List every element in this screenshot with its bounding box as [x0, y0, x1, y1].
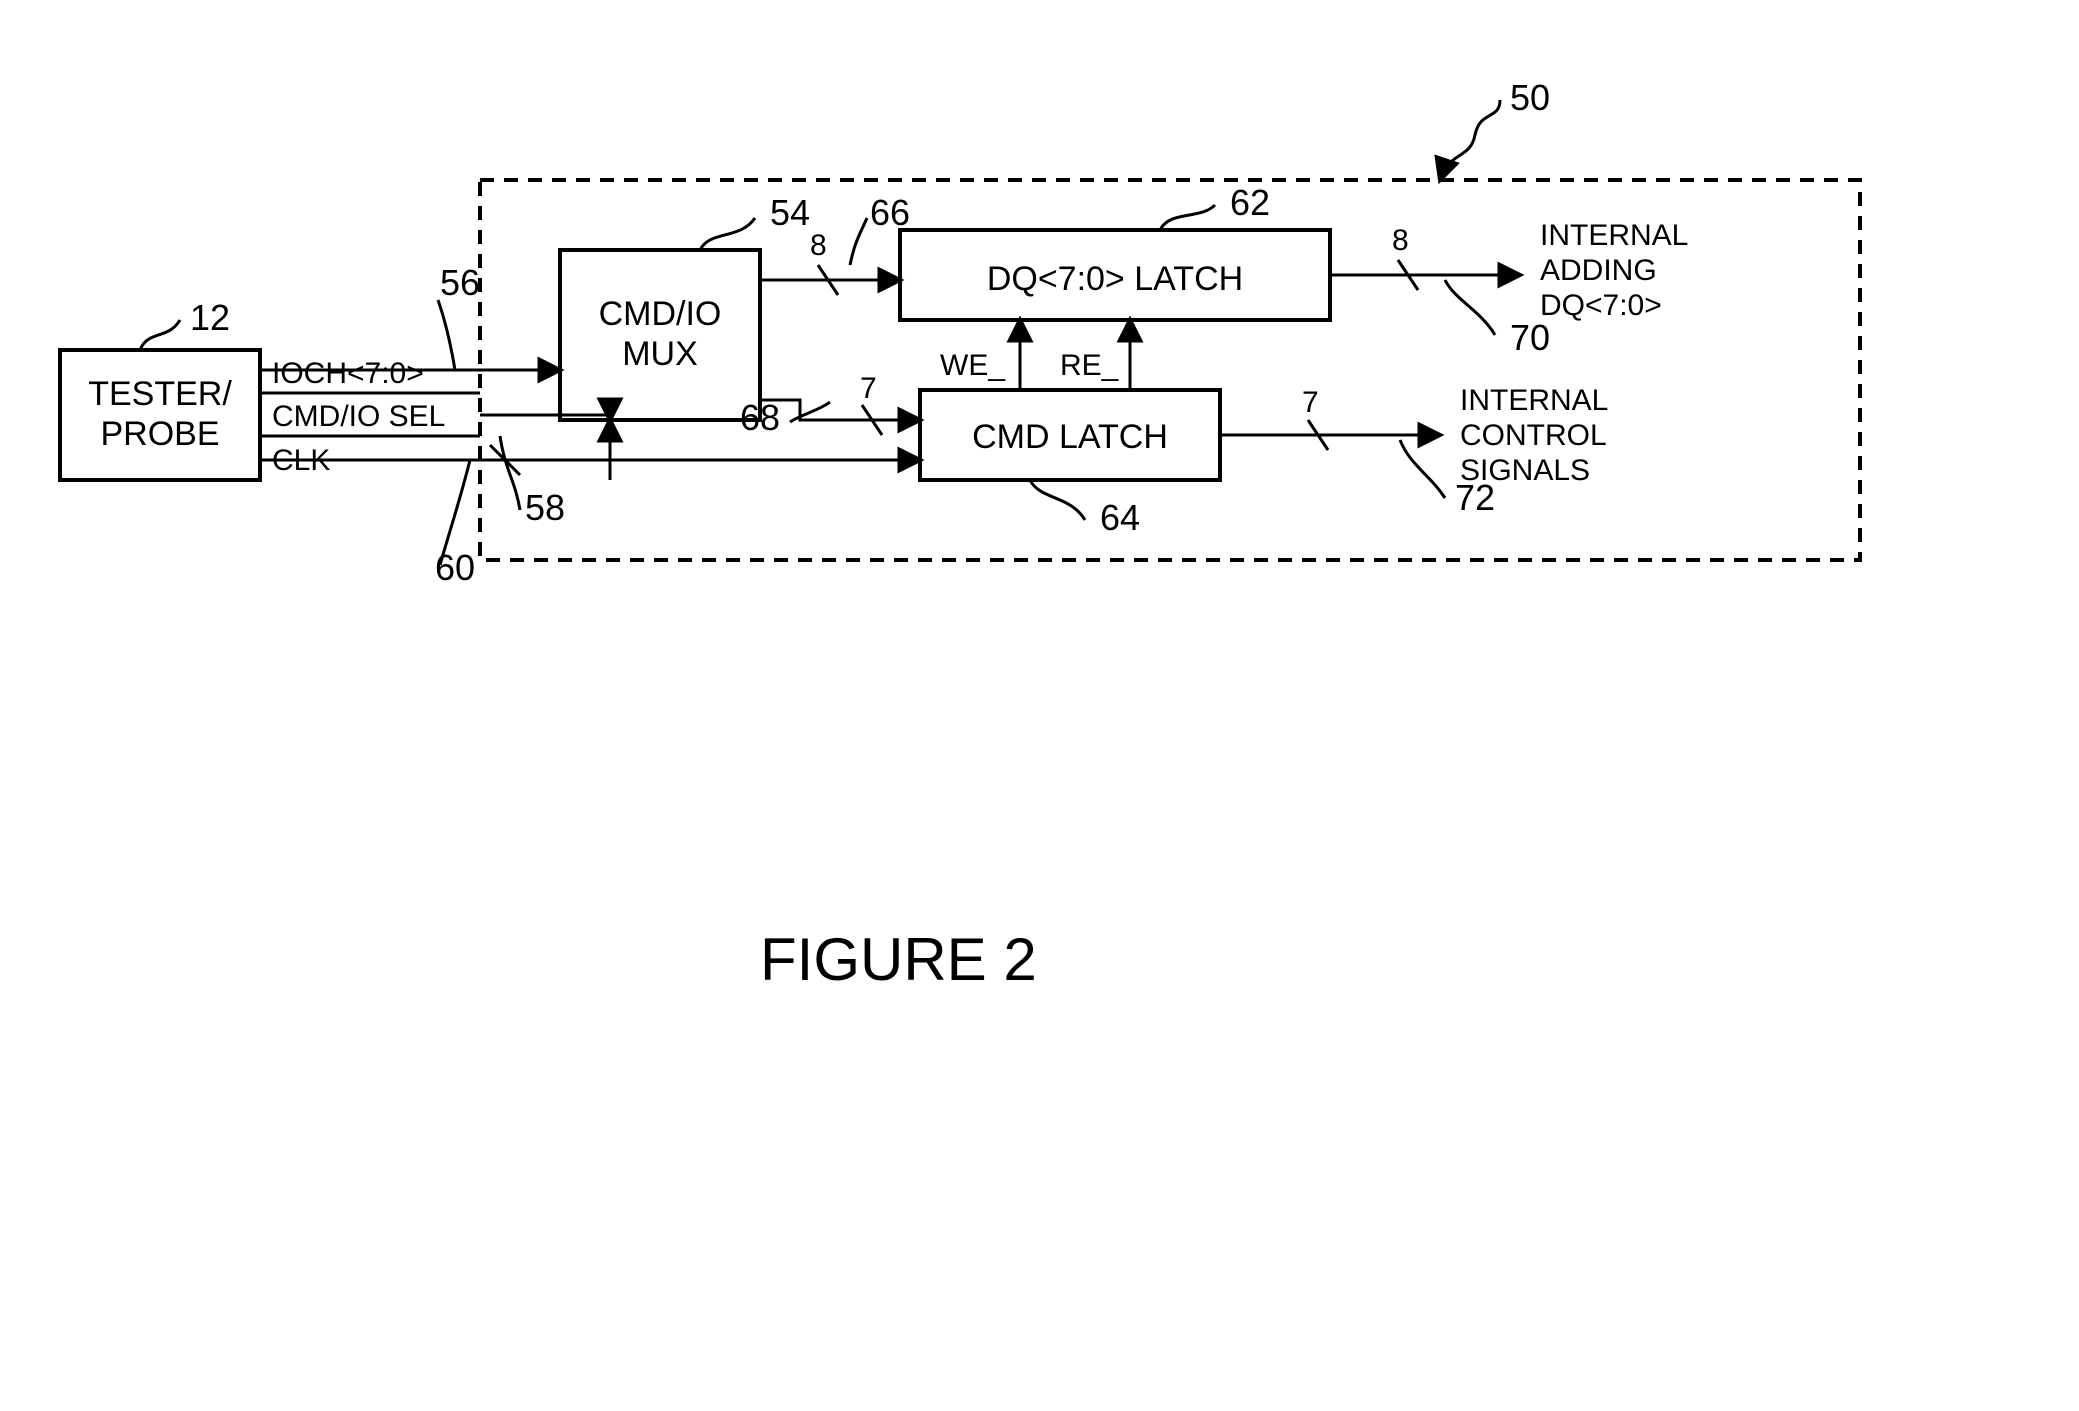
cmd-out-text-1: INTERNAL — [1460, 384, 1608, 417]
dq-latch-label: DQ<7:0> LATCH — [987, 260, 1243, 298]
mux-label-2: MUX — [622, 335, 698, 373]
ref-56: 56 — [440, 262, 480, 303]
dq-out-width: 8 — [1392, 224, 1409, 257]
leader-62 — [1160, 205, 1215, 230]
tester-label-2: PROBE — [100, 415, 219, 453]
mux-to-cmd-wire — [760, 400, 920, 420]
cmd-out-text-2: CONTROL — [1460, 419, 1607, 452]
leader-50 — [1440, 100, 1500, 180]
ref-68: 68 — [740, 397, 780, 438]
leader-12 — [140, 320, 180, 350]
ioch-label: IOCH<7:0> — [272, 357, 424, 390]
figure-label: FIGURE 2 — [760, 926, 1037, 993]
leader-56 — [438, 300, 455, 370]
ref-70: 70 — [1510, 317, 1550, 358]
dq-out-text-2: ADDING — [1540, 254, 1657, 287]
mux-label-1: CMD/IO — [599, 295, 722, 333]
cmdio-sel-label: CMD/IO SEL — [272, 400, 445, 433]
dq-out-text-3: DQ<7:0> — [1540, 289, 1662, 322]
ref-60: 60 — [435, 547, 475, 588]
mux-to-cmd-width: 7 — [860, 372, 877, 405]
ref-62: 62 — [1230, 182, 1270, 223]
leader-72 — [1400, 440, 1445, 498]
re-label: RE_ — [1060, 349, 1120, 382]
leader-64 — [1030, 480, 1085, 520]
ref-12: 12 — [190, 297, 230, 338]
mux-to-dq-width: 8 — [810, 229, 827, 262]
ref-58: 58 — [525, 487, 565, 528]
we-label: WE_ — [940, 349, 1006, 382]
leader-54 — [700, 218, 755, 250]
leader-66 — [850, 218, 867, 265]
dq-out-text-1: INTERNAL — [1540, 219, 1688, 252]
ref-54: 54 — [770, 192, 810, 233]
cmd-out-width: 7 — [1302, 386, 1319, 419]
cmd-latch-label: CMD LATCH — [972, 418, 1168, 456]
ref-50: 50 — [1510, 77, 1550, 118]
leader-70 — [1445, 280, 1495, 335]
cmd-out-text-3: SIGNALS — [1460, 454, 1590, 487]
ref-64: 64 — [1100, 497, 1140, 538]
ref-66: 66 — [870, 192, 910, 233]
tester-label-1: TESTER/ — [88, 375, 232, 413]
